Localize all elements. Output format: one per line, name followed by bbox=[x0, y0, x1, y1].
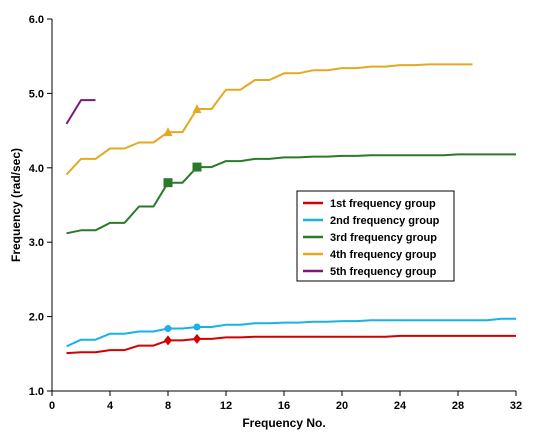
circle-marker bbox=[164, 325, 172, 333]
legend-label: 3rd frequency group bbox=[330, 232, 437, 244]
legend-label: 5th frequency group bbox=[330, 266, 437, 278]
y-tick-label: 1.0 bbox=[29, 386, 44, 398]
x-tick-label: 4 bbox=[107, 400, 114, 412]
x-tick-label: 16 bbox=[278, 400, 290, 412]
y-axis-ticks: 1.0 2.0 3.0 4.0 5.0 6.0 bbox=[29, 14, 52, 398]
series-line-5 bbox=[65, 99, 96, 125]
y-tick-label: 6.0 bbox=[29, 14, 44, 26]
legend-label: 2nd frequency group bbox=[330, 215, 440, 227]
x-axis-title: Frequency No. bbox=[242, 416, 325, 430]
y-axis-title: Frequency (rad/sec) bbox=[9, 148, 23, 262]
legend-label: 1st frequency group bbox=[330, 198, 436, 210]
diamond-marker bbox=[164, 335, 172, 346]
y-tick-label: 2.0 bbox=[29, 312, 44, 324]
x-tick-label: 12 bbox=[220, 400, 232, 412]
y-tick-label: 5.0 bbox=[29, 88, 44, 100]
x-tick-label: 24 bbox=[394, 400, 407, 412]
x-tick-label: 20 bbox=[336, 400, 348, 412]
series-lines bbox=[65, 63, 516, 355]
triangle-marker bbox=[163, 127, 173, 137]
series-line-3 bbox=[66, 153, 516, 235]
x-tick-label: 28 bbox=[452, 400, 464, 412]
legend-box bbox=[296, 190, 455, 282]
x-tick-label: 0 bbox=[49, 400, 55, 412]
x-tick-label: 8 bbox=[165, 400, 171, 412]
series-line-4 bbox=[65, 63, 473, 176]
series-line-1 bbox=[66, 334, 516, 355]
y-tick-label: 4.0 bbox=[29, 163, 44, 175]
square-marker bbox=[192, 162, 202, 172]
triangle-marker bbox=[192, 104, 202, 114]
legend: 1st frequency group 2nd frequency group 3r… bbox=[296, 190, 455, 282]
diamond-marker bbox=[193, 333, 201, 344]
square-marker bbox=[163, 178, 173, 188]
series-markers bbox=[163, 104, 202, 346]
x-tick-label: 32 bbox=[510, 400, 522, 412]
y-tick-label: 3.0 bbox=[29, 237, 44, 249]
x-axis-ticks: 0 4 8 12 16 20 24 28 32 bbox=[49, 391, 522, 412]
circle-marker bbox=[193, 323, 201, 331]
legend-label: 4th frequency group bbox=[330, 249, 437, 261]
series-line-2 bbox=[66, 317, 516, 348]
